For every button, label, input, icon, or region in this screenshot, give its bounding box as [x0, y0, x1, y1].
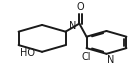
Text: N: N [69, 21, 76, 31]
Text: O: O [76, 1, 84, 12]
Text: HO: HO [20, 48, 35, 58]
Text: N: N [107, 55, 115, 65]
Text: Cl: Cl [81, 52, 91, 62]
